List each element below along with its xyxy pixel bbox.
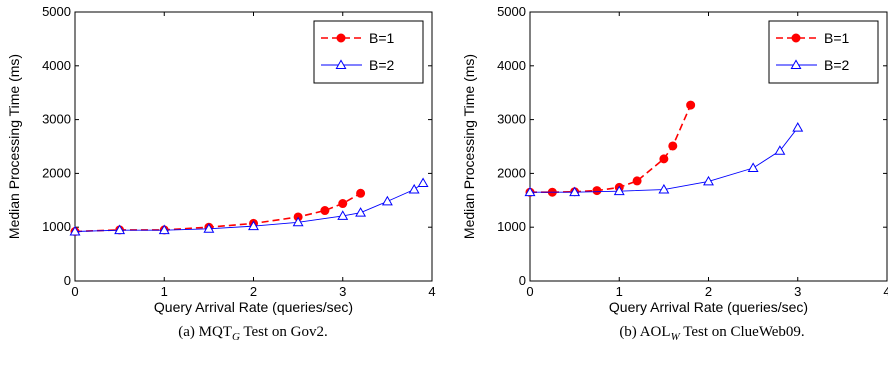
legend-entry-B=2: B=2 <box>776 57 850 73</box>
data-point <box>203 223 215 233</box>
data-point <box>592 186 602 196</box>
y-tick-label: 1000 <box>42 219 71 234</box>
caption-a-sub: G <box>231 331 240 343</box>
y-tick-label: 0 <box>519 273 526 288</box>
legend-entry-B=1: B=1 <box>776 30 850 46</box>
data-point <box>69 225 81 236</box>
data-point <box>355 207 367 217</box>
data-point <box>356 188 366 198</box>
x-tick-label: 1 <box>616 284 623 299</box>
data-point <box>569 186 581 197</box>
legend-label: B=1 <box>369 30 395 46</box>
data-point <box>703 175 714 186</box>
data-point <box>632 176 642 186</box>
y-tick-label: 1000 <box>497 219 526 234</box>
data-point <box>747 162 759 172</box>
series-line <box>530 104 692 194</box>
data-point <box>524 186 536 197</box>
legend-marker <box>790 59 802 69</box>
x-tick-label: 0 <box>526 284 533 299</box>
legend-marker <box>335 59 347 69</box>
data-point <box>337 210 349 220</box>
x-tick-label: 2 <box>250 284 257 299</box>
data-point <box>408 183 420 194</box>
data-point <box>686 100 696 110</box>
y-tick-label: 4000 <box>497 58 526 73</box>
data-point <box>774 145 786 155</box>
x-axis-label: Query Arrival Rate (queries/sec) <box>609 299 808 315</box>
x-tick-label: 2 <box>705 284 712 299</box>
data-point <box>417 177 429 188</box>
x-tick-label: 0 <box>71 284 78 299</box>
caption-a-prefix: (a) MQT <box>178 324 232 340</box>
data-point <box>659 154 669 164</box>
legend-label: B=2 <box>824 57 850 73</box>
data-point <box>668 141 678 151</box>
data-point <box>658 183 670 194</box>
caption-b-sub: W <box>670 331 680 343</box>
y-tick-label: 2000 <box>42 165 71 180</box>
legend-entry-B=2: B=2 <box>321 57 395 73</box>
legend: B=1 B=2 <box>313 20 424 84</box>
y-tick-label: 0 <box>64 273 71 288</box>
y-tick-label: 2000 <box>497 165 526 180</box>
caption-b-prefix: (b) AOL <box>619 324 671 340</box>
data-point <box>381 195 393 206</box>
chart-panel-b: 0 1 2 3 4 0 1000 2000 3000 4000 5000 Query Arrival … <box>461 4 888 315</box>
x-tick-label: 3 <box>339 284 346 299</box>
legend-label: B=2 <box>369 57 395 73</box>
legend-box <box>768 20 879 84</box>
y-axis-label: Median Processing Time (ms) <box>6 54 22 239</box>
data-point <box>320 206 330 216</box>
legend-marker <box>336 33 346 43</box>
legend: B=1 B=2 <box>768 20 879 84</box>
data-point <box>613 185 625 196</box>
x-tick-label: 4 <box>428 284 435 299</box>
series-line <box>74 182 424 232</box>
legend-box <box>313 20 424 84</box>
legend-label: B=1 <box>824 30 850 46</box>
data-point <box>292 216 304 227</box>
y-tick-label: 5000 <box>497 4 526 19</box>
figure: 0 1 2 3 4 0 1000 2000 3000 4000 5000 Query Arrival … <box>6 4 888 315</box>
caption-a: (a) MQTG Test on Gov2. <box>178 324 328 343</box>
data-point <box>248 220 259 231</box>
legend-marker <box>791 33 801 43</box>
caption-a-suffix: Test on Gov2. <box>239 324 328 340</box>
x-tick-label: 1 <box>161 284 168 299</box>
x-axis-label: Query Arrival Rate (queries/sec) <box>154 299 353 315</box>
caption-b: (b) AOLW Test on ClueWeb09. <box>619 324 804 343</box>
series-B=2 <box>69 177 429 236</box>
series-B=2 <box>524 122 804 197</box>
x-tick-label: 4 <box>883 284 888 299</box>
y-tick-label: 3000 <box>42 112 71 127</box>
legend-entry-B=1: B=1 <box>321 30 395 46</box>
y-tick-label: 3000 <box>497 112 526 127</box>
chart-panel-a: 0 1 2 3 4 0 1000 2000 3000 4000 5000 Query Arrival … <box>6 4 436 315</box>
x-tick-label: 3 <box>794 284 801 299</box>
data-point <box>158 224 170 235</box>
data-point <box>792 122 804 132</box>
caption-b-suffix: Test on ClueWeb09. <box>679 324 805 340</box>
data-point <box>338 199 348 209</box>
y-tick-label: 4000 <box>42 58 71 73</box>
y-tick-label: 5000 <box>42 4 71 19</box>
y-axis-label: Median Processing Time (ms) <box>461 54 477 239</box>
data-point <box>114 224 126 235</box>
series-B=1 <box>525 100 696 197</box>
